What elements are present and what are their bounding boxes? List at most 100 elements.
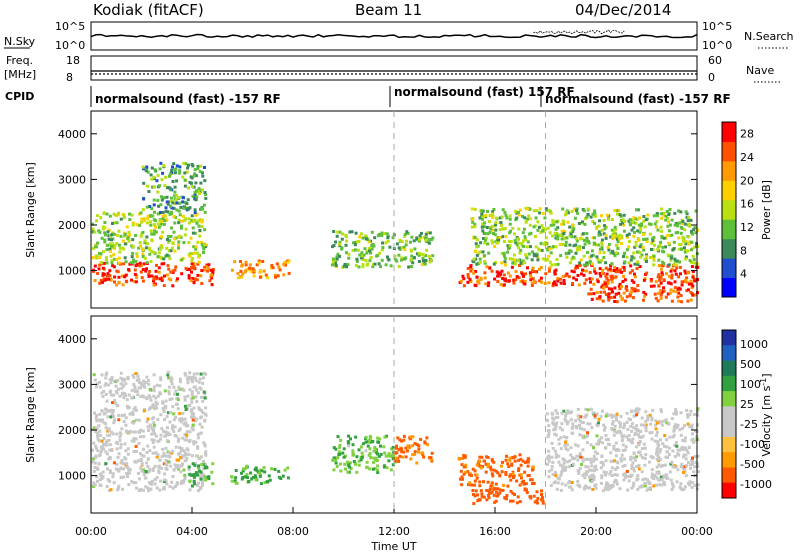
echo-cell (203, 419, 207, 423)
echo-cell (163, 478, 167, 482)
echo-cell (550, 455, 554, 459)
echo-cell (578, 485, 582, 489)
echo-cell (475, 238, 479, 242)
echo-cell (165, 218, 169, 222)
echo-cell (473, 225, 477, 229)
echo-cell (673, 455, 677, 458)
echo-cell (165, 467, 169, 471)
echo-cell (194, 277, 197, 281)
echo-cell (344, 233, 348, 237)
power-ylabel: Slant Range [km] (24, 162, 37, 258)
echo-cell (155, 476, 159, 479)
echo-cell (647, 487, 651, 490)
echo-cell (186, 377, 190, 381)
echo-cell (168, 410, 172, 414)
echo-cell (609, 451, 613, 455)
echo-cell (168, 174, 171, 178)
echo-cell (148, 252, 152, 256)
echo-cell (582, 254, 586, 258)
echo-cell (645, 237, 649, 241)
echo-cell (526, 207, 530, 211)
echo-cell (623, 268, 626, 272)
echo-cell (600, 441, 604, 445)
echo-cell (172, 468, 176, 472)
echo-cell (177, 209, 181, 213)
time-axis-label: Time UT (370, 540, 416, 553)
echo-cell (685, 449, 689, 452)
echo-cell (615, 300, 619, 304)
echo-cell (631, 461, 635, 465)
echo-cell (604, 261, 608, 265)
echo-cell (615, 449, 619, 453)
echo-cell (142, 262, 146, 266)
echo-cell (630, 228, 634, 232)
echo-cell (636, 433, 640, 437)
echo-cell (662, 250, 666, 254)
echo-cell (335, 234, 339, 238)
echo-cell (202, 460, 205, 463)
echo-cell (518, 483, 522, 487)
echo-cell (682, 453, 686, 457)
echo-cell (117, 275, 121, 279)
echo-cell (655, 421, 659, 425)
echo-cell (177, 240, 181, 244)
echo-cell (616, 234, 620, 238)
echo-cell (605, 213, 609, 217)
echo-cell (530, 468, 534, 472)
echo-cell (413, 452, 417, 456)
echo-cell (504, 213, 508, 217)
echo-cell (204, 450, 208, 454)
echo-cell (646, 418, 650, 422)
echo-cell (233, 479, 237, 483)
echo-cell (631, 484, 635, 488)
echo-cell (118, 250, 122, 254)
echo-cell (105, 274, 109, 278)
echo-cell (530, 284, 534, 287)
echo-cell (627, 245, 631, 249)
echo-cell (413, 450, 417, 454)
echo-cell (509, 499, 512, 503)
echo-cell (195, 189, 198, 193)
echo-cell (159, 195, 163, 199)
echo-cell (555, 421, 559, 425)
echo-cell (105, 212, 109, 216)
echo-cell (354, 462, 358, 466)
echo-cell (141, 208, 145, 212)
echo-cell (571, 282, 575, 285)
echo-cell (126, 237, 130, 241)
echo-cell (560, 471, 564, 475)
echo-cell (607, 298, 611, 302)
echo-cell (371, 467, 375, 471)
echo-cell (612, 230, 616, 234)
echo-cell (643, 423, 646, 427)
echo-cell (185, 202, 189, 206)
echo-cell (139, 459, 143, 463)
echo-cell (109, 254, 113, 258)
echo-cell (177, 388, 181, 392)
echo-cell (98, 263, 102, 267)
velocity-colorbar-swatch (722, 467, 736, 484)
echo-cell (163, 389, 167, 393)
freq-tick-top: 18 (66, 54, 80, 67)
echo-cell (562, 461, 566, 465)
echo-cell (494, 261, 497, 264)
echo-cell (194, 198, 198, 202)
echo-cell (286, 466, 290, 470)
echo-cell (566, 220, 570, 224)
echo-cell (191, 231, 195, 235)
echo-cell (591, 411, 595, 415)
echo-cell (552, 417, 556, 421)
echo-cell (130, 389, 134, 393)
echo-cell (116, 456, 120, 459)
echo-cell (111, 242, 115, 246)
echo-cell (551, 422, 555, 426)
echo-cell (499, 221, 503, 225)
echo-cell (121, 239, 125, 243)
echo-cell (476, 493, 480, 497)
echo-cell (539, 276, 543, 280)
echo-cell (517, 469, 520, 472)
echo-cell (176, 392, 179, 396)
power-colorbar-tick-0: 4 (740, 268, 747, 281)
echo-cell (334, 461, 338, 465)
echo-cell (559, 488, 563, 492)
